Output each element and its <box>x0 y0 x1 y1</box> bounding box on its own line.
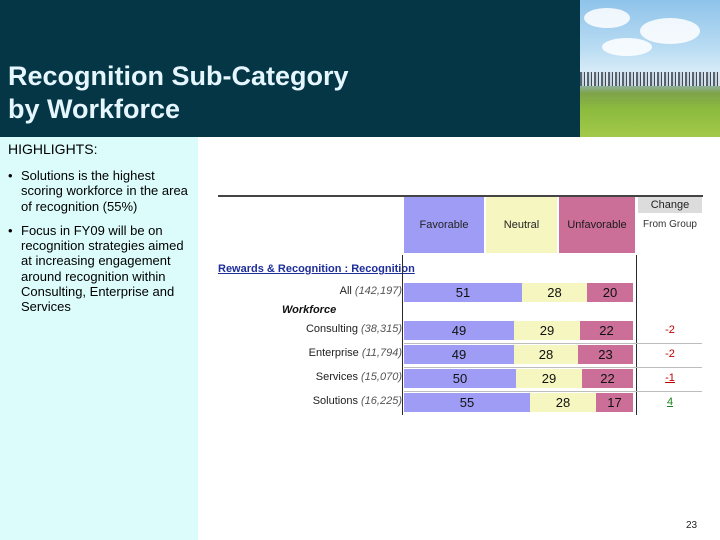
axis-line <box>402 255 403 415</box>
row-divider <box>404 391 702 392</box>
bar-unfavorable: 20 <box>587 283 633 302</box>
page-number: 23 <box>686 520 698 531</box>
row-label-solutions: Solutions (16,225) <box>222 395 402 407</box>
row-count: (16,225) <box>361 395 402 407</box>
slide-title-line-1: Recognition Sub-Category <box>8 61 349 91</box>
row-count: (15,070) <box>361 371 402 383</box>
bar-unfavorable: 17 <box>596 393 633 412</box>
table-header-rule <box>218 195 703 197</box>
bar-favorable: 51 <box>404 283 522 302</box>
cloud-shape <box>584 8 630 28</box>
title-banner <box>0 0 580 137</box>
highlights-heading: HIGHLIGHTS: <box>8 141 98 157</box>
row-count: (11,794) <box>361 347 402 359</box>
bar-neutral: 28 <box>522 283 587 302</box>
crowd-photo <box>580 0 720 137</box>
bar-unfavorable: 22 <box>580 321 633 340</box>
column-header-change-sub: From Group <box>643 219 697 230</box>
highlights-list: Solutions is the highest scoring workfor… <box>8 168 196 324</box>
row-name: Solutions <box>312 395 358 407</box>
cloud-shape <box>640 18 700 44</box>
row-name: Services <box>315 371 358 383</box>
row-name: All <box>339 285 352 297</box>
section-label: Rewards & Recognition : Recognition <box>218 263 415 275</box>
bar-neutral: 29 <box>516 369 582 388</box>
column-header-change: Change <box>638 197 702 213</box>
row-divider <box>404 367 702 368</box>
bar-favorable: 49 <box>404 345 514 364</box>
bar-favorable: 55 <box>404 393 530 412</box>
bar-neutral: 28 <box>530 393 596 412</box>
change-value: -2 <box>665 348 675 360</box>
axis-line <box>636 255 637 415</box>
row-count: (38,315) <box>361 323 402 335</box>
bar-neutral: 28 <box>514 345 578 364</box>
bar-unfavorable: 23 <box>578 345 633 364</box>
crowd-silhouette <box>580 72 720 86</box>
bar-unfavorable: 22 <box>582 369 633 388</box>
change-value: 4 <box>666 396 674 408</box>
cloud-shape <box>602 38 652 56</box>
slide-title-line-2: by Workforce <box>8 94 181 124</box>
slide-title: Recognition Sub-Category by Workforce <box>8 60 568 126</box>
bar-neutral: 29 <box>514 321 580 340</box>
row-label-consulting: Consulting (38,315) <box>222 323 402 335</box>
row-count: (142,197) <box>354 285 402 297</box>
row-divider <box>404 343 702 344</box>
bar-favorable: 50 <box>404 369 516 388</box>
row-label-services: Services (15,070) <box>222 371 402 383</box>
change-value: -2 <box>665 324 675 336</box>
workforce-label: Workforce <box>282 304 337 316</box>
column-header-unfavorable: Unfavorable <box>559 197 635 253</box>
highlight-bullet: Solutions is the highest scoring workfor… <box>8 168 196 214</box>
column-header-neutral: Neutral <box>486 197 557 253</box>
row-label-enterprise: Enterprise (11,794) <box>222 347 402 359</box>
row-name: Consulting <box>305 323 358 335</box>
row-label-all: All (142,197) <box>222 285 402 297</box>
change-value: -1 <box>665 372 675 384</box>
bar-favorable: 49 <box>404 321 514 340</box>
row-name: Enterprise <box>308 347 359 359</box>
column-header-favorable: Favorable <box>404 197 484 253</box>
highlight-bullet: Focus in FY09 will be on recognition str… <box>8 223 196 315</box>
